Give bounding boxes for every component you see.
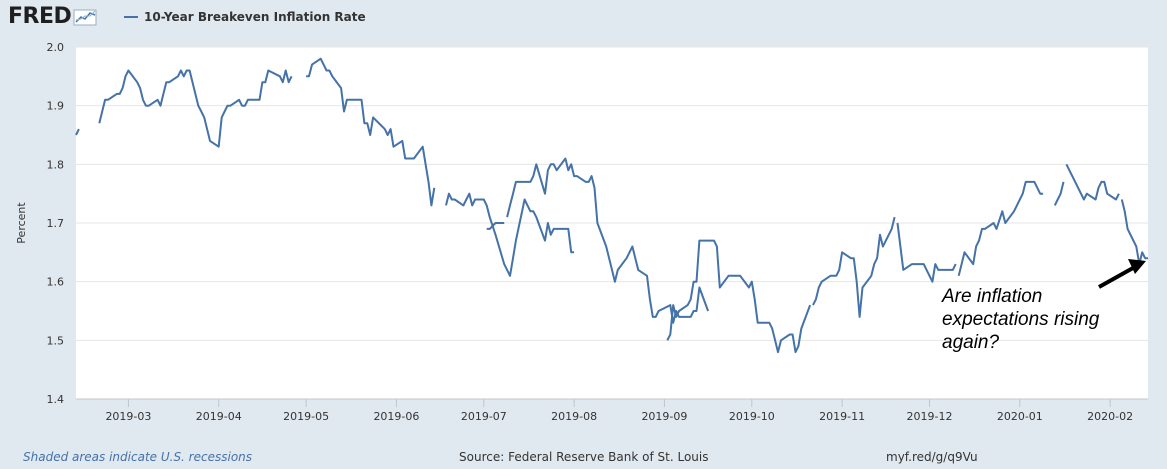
x-tick-label: 2019-09 bbox=[641, 410, 687, 423]
fred-logo-text: FRED bbox=[8, 4, 72, 29]
chart-legend: 10-Year Breakeven Inflation Rate bbox=[124, 10, 366, 24]
y-axis-label: Percent bbox=[15, 202, 28, 244]
annotation: Are inflation expectations rising again? bbox=[941, 259, 1146, 353]
series-line-segment bbox=[445, 192, 575, 277]
y-tick-label: 1.5 bbox=[47, 334, 65, 347]
x-tick-label: 2019-04 bbox=[196, 410, 242, 423]
y-tick-label: 2.0 bbox=[47, 41, 65, 54]
fred-logo[interactable]: FRED bbox=[8, 4, 99, 29]
x-axis-ticks: 2019-03 2019-04 2019-05 2019-06 2019-07 2019-… bbox=[105, 410, 1133, 423]
x-tick-label: 2019-10 bbox=[729, 410, 775, 423]
x-tick-label: 2019-11 bbox=[819, 410, 865, 423]
y-tick-label: 1.7 bbox=[47, 217, 65, 230]
x-tick-label: 2020-02 bbox=[1087, 410, 1133, 423]
legend-series-label: 10-Year Breakeven Inflation Rate bbox=[144, 10, 366, 24]
y-tick-label: 1.4 bbox=[47, 393, 65, 406]
series-line-segment bbox=[666, 239, 812, 354]
annotation-line-3: again? bbox=[942, 332, 999, 353]
chart-icon bbox=[73, 9, 97, 25]
y-tick-label: 1.8 bbox=[47, 158, 65, 171]
series-line-segment bbox=[1120, 199, 1148, 266]
source-credit: Source: Federal Reserve Bank of St. Loui… bbox=[459, 450, 709, 464]
chart-header: FRED 10-Year Breakeven Inflation Rate bbox=[0, 0, 1167, 36]
series-line-segment bbox=[1053, 181, 1065, 206]
annotation-arrow-head bbox=[1128, 259, 1146, 274]
annotation-arrow-shaft bbox=[1098, 266, 1134, 289]
series-line-segment bbox=[812, 216, 896, 318]
series-line-segment bbox=[486, 222, 505, 230]
x-axis-tick-marks bbox=[127, 399, 1111, 407]
series-line-segment bbox=[957, 180, 1044, 277]
y-tick-label: 1.9 bbox=[47, 100, 65, 113]
series-10-year-breakeven bbox=[75, 57, 1148, 354]
x-tick-label: 2019-05 bbox=[283, 410, 329, 423]
x-tick-label: 2019-07 bbox=[461, 410, 507, 423]
short-link[interactable]: myf.red/g/q9Vu bbox=[886, 450, 978, 464]
x-tick-label: 2019-08 bbox=[551, 410, 597, 423]
series-line-segment bbox=[1065, 163, 1120, 201]
chart-footer: Shaded areas indicate U.S. recessions So… bbox=[0, 448, 1167, 468]
annotation-line-2: expectations rising bbox=[942, 309, 1100, 330]
y-axis-ticks: 1.4 1.5 1.6 1.7 1.8 1.9 2.0 bbox=[47, 41, 65, 406]
x-tick-label: 2019-06 bbox=[373, 410, 419, 423]
series-line-segment bbox=[75, 128, 80, 136]
series-line-segment bbox=[506, 157, 710, 324]
gridlines bbox=[76, 46, 1148, 400]
series-line-segment bbox=[306, 57, 436, 207]
x-tick-label: 2019-03 bbox=[105, 410, 151, 423]
x-tick-label: 2020-01 bbox=[997, 410, 1043, 423]
annotation-line-1: Are inflation bbox=[941, 286, 1042, 307]
recession-note: Shaded areas indicate U.S. recessions bbox=[23, 450, 253, 464]
legend-swatch bbox=[124, 16, 138, 18]
y-tick-label: 1.6 bbox=[47, 276, 65, 289]
x-tick-label: 2019-12 bbox=[907, 410, 953, 423]
series-line-segment bbox=[98, 69, 293, 148]
line-chart: 1.41.51.61.71.81.92.0 2019-03 2019-04 2019… bbox=[15, 41, 1148, 423]
series-line-segment bbox=[896, 222, 957, 283]
